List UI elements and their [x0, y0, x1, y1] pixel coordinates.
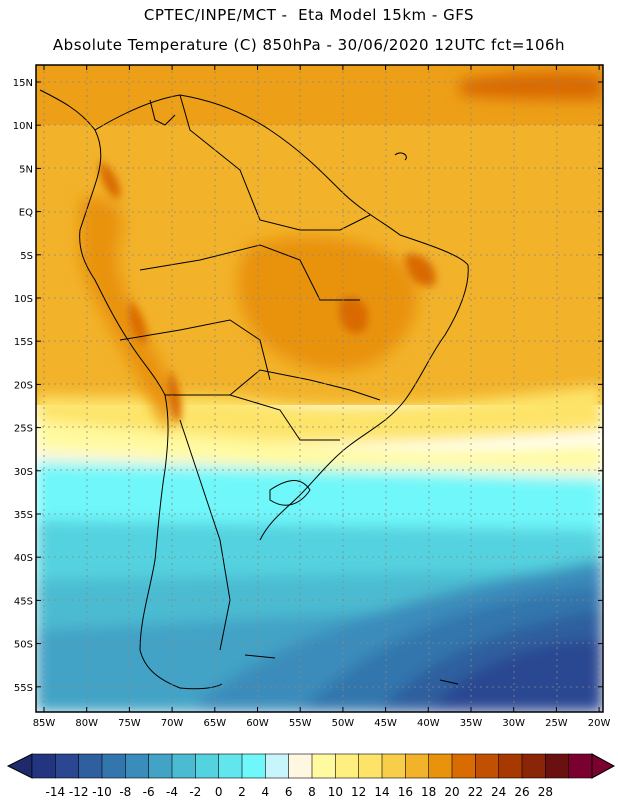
colorbar-right-arrow — [591, 753, 616, 779]
lat-label: 25S — [14, 424, 33, 435]
lon-label: 45W — [374, 718, 397, 729]
colorbar-swatch — [101, 753, 127, 779]
lat-label: 15S — [14, 337, 33, 348]
lat-label: 55S — [14, 683, 33, 694]
colorbar-swatch — [288, 753, 313, 779]
lat-label: 35S — [14, 510, 33, 521]
colorbar-label: -8 — [119, 785, 131, 799]
lat-label: 10N — [13, 121, 33, 132]
colorbar-label: -2 — [189, 785, 201, 799]
colorbar-swatch — [265, 753, 290, 779]
lon-label: 40W — [417, 718, 440, 729]
colorbar-left-arrow — [6, 753, 33, 779]
colorbar-swatch — [381, 753, 407, 779]
latitude-axis: 15N 10N 5N EQ 5S 10S 15S 20S 25S 30S 35S 40S 45S 50S 5… — [13, 78, 33, 694]
grid — [36, 65, 603, 712]
colorbar-swatch — [358, 753, 383, 779]
lon-label: 55W — [289, 718, 312, 729]
colorbar-swatch — [171, 753, 197, 779]
colorbar-label: 2 — [238, 785, 246, 799]
colorbar-swatch — [405, 753, 430, 779]
map-frame — [35, 64, 604, 713]
colorbar-swatch — [568, 753, 593, 779]
lon-label: 65W — [203, 718, 226, 729]
colorbar-label: 4 — [262, 785, 270, 799]
lon-label: 70W — [161, 718, 184, 729]
colorbar-label: 24 — [491, 785, 506, 799]
longitude-axis: 85W 80W 75W 70W 65W 60W 55W 50W 45W 40W 35W 30W 25W 2… — [33, 718, 611, 729]
colorbar-swatch — [475, 753, 500, 779]
colorbar-label: 0 — [215, 785, 223, 799]
colorbar-label: -10 — [92, 785, 112, 799]
lon-label: 30W — [502, 718, 525, 729]
colorbar-swatch — [311, 753, 337, 779]
colorbar-swatch — [148, 753, 173, 779]
colorbar-label: 8 — [308, 785, 316, 799]
lat-label: 5S — [20, 251, 33, 262]
colorbar-swatch — [55, 753, 80, 779]
temperature-field — [36, 65, 603, 712]
lon-label: 85W — [33, 718, 56, 729]
coastline — [39, 89, 469, 690]
colorbar-swatch — [125, 753, 150, 779]
colorbar-swatch — [545, 753, 570, 779]
colorbar-swatch — [218, 753, 243, 779]
lon-label: 75W — [118, 718, 141, 729]
colorbar-label: 22 — [468, 785, 483, 799]
colorbar-swatch — [335, 753, 360, 779]
colorbar-label: -6 — [143, 785, 155, 799]
lat-label: 50S — [14, 640, 33, 651]
axis-ticks — [36, 65, 603, 712]
lat-label: 40S — [14, 553, 33, 564]
colorbar-label: 28 — [538, 785, 553, 799]
lat-label: 45S — [14, 596, 33, 607]
colorbar-swatch — [428, 753, 453, 779]
lat-label: 15N — [13, 78, 33, 89]
colorbar-label: 18 — [421, 785, 436, 799]
colorbar-label: 20 — [444, 785, 459, 799]
colorbar-swatch — [241, 753, 267, 779]
map-title-line-1: CPTEC/INPE/MCT - Eta Model 15km - GFS — [143, 6, 475, 24]
colorbar-swatch — [31, 753, 57, 779]
colorbar-swatch — [78, 753, 103, 779]
lat-label: 10S — [14, 294, 33, 305]
lat-label: EQ — [19, 208, 33, 219]
colorbar-label: 16 — [398, 785, 413, 799]
colorbar-label: 6 — [285, 785, 293, 799]
colorbar-swatch — [498, 753, 523, 779]
colorbar-swatch — [195, 753, 220, 779]
lon-label: 60W — [246, 718, 269, 729]
colorbar-label: -4 — [166, 785, 178, 799]
colorbar-label: 14 — [374, 785, 389, 799]
colorbar-label: 26 — [514, 785, 529, 799]
lon-label: 25W — [545, 718, 568, 729]
lon-label: 20W — [588, 718, 611, 729]
lon-label: 35W — [460, 718, 483, 729]
colorbar-label: 12 — [351, 785, 366, 799]
colorbar-swatch — [451, 753, 477, 779]
colorbar: -14 -12 -10 -8 -6 -4 -2 0 2 4 6 8 10 12 14 16 18 20 22 24 26… — [6, 753, 616, 799]
colorbar-label: 10 — [328, 785, 343, 799]
lat-label: 30S — [14, 467, 33, 478]
lon-label: 80W — [75, 718, 98, 729]
colorbar-swatch — [521, 753, 547, 779]
map-title-line-2: Absolute Temperature (C) 850hPa - 30/06/… — [52, 36, 566, 54]
lat-label: 5N — [19, 164, 33, 175]
lon-label: 50W — [332, 718, 355, 729]
lat-label: 20S — [14, 380, 33, 391]
colorbar-label: -12 — [69, 785, 89, 799]
colorbar-label: -14 — [46, 785, 66, 799]
